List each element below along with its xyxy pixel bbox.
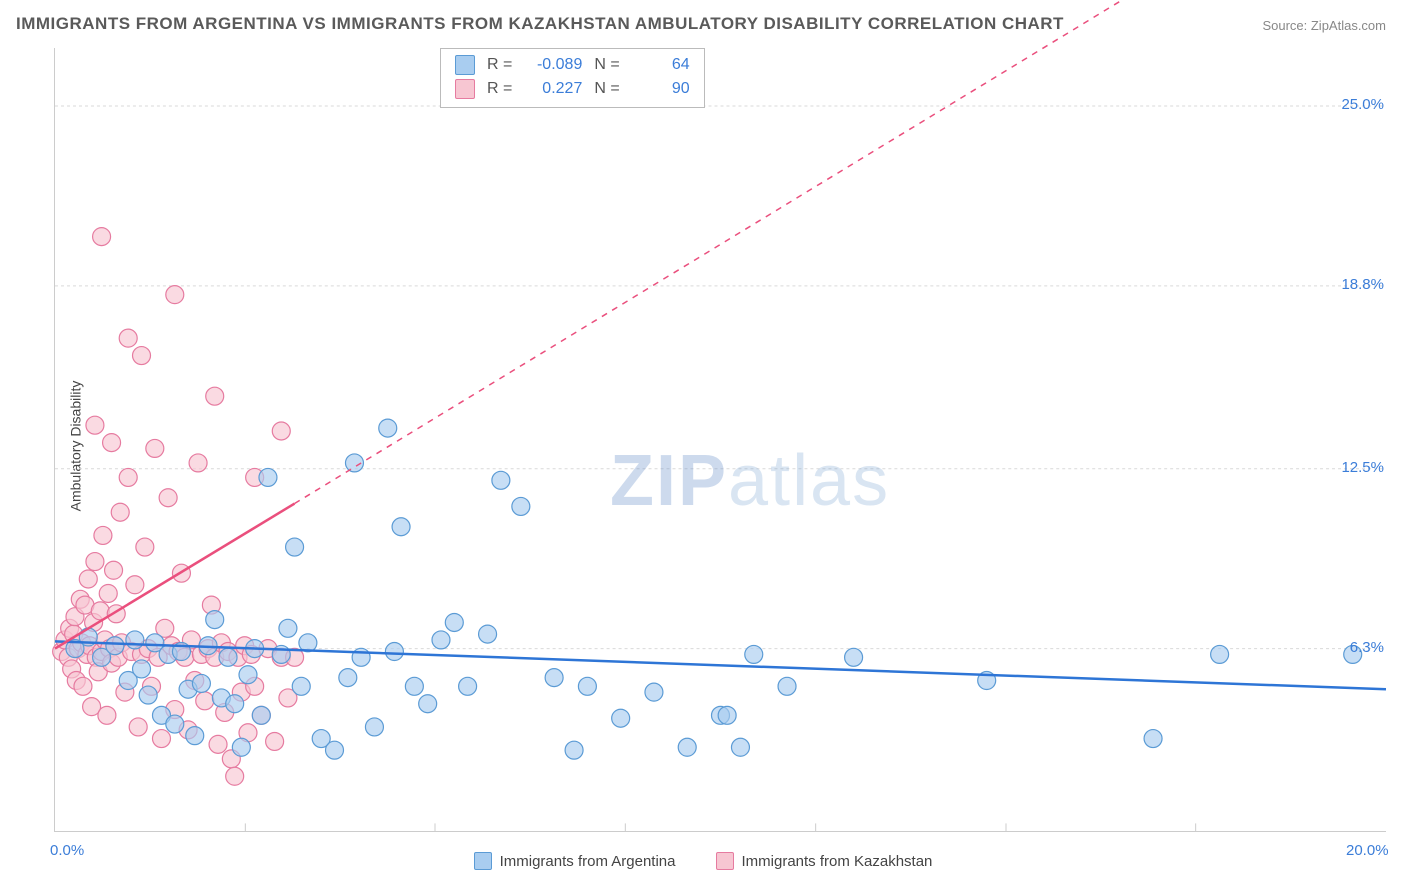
n-value-argentina: 64 [632, 53, 690, 77]
x-tick-label: 20.0% [1346, 842, 1389, 859]
source-attribution: Source: ZipAtlas.com [1262, 18, 1386, 33]
n-label: N = [594, 53, 619, 77]
legend-swatch-kazakhstan [716, 852, 734, 870]
correlation-stats-box: R = -0.089 N = 64 R = 0.227 N = 90 [440, 48, 705, 108]
plot-svg [55, 48, 1386, 831]
source-prefix: Source: [1262, 18, 1310, 33]
y-tick-label: 18.8% [1341, 276, 1384, 293]
x-tick-label: 0.0% [50, 842, 84, 859]
stats-swatch-argentina [455, 55, 475, 75]
bottom-legend: Immigrants from Argentina Immigrants fro… [0, 852, 1406, 870]
stats-swatch-kazakhstan [455, 79, 475, 99]
source-link[interactable]: ZipAtlas.com [1311, 18, 1386, 33]
r-label: R = [487, 77, 512, 101]
n-value-kazakhstan: 90 [632, 77, 690, 101]
y-tick-label: 12.5% [1341, 459, 1384, 476]
scatter-plot [54, 48, 1386, 832]
legend-swatch-argentina [474, 852, 492, 870]
r-value-argentina: -0.089 [524, 53, 582, 77]
stats-row-kazakhstan: R = 0.227 N = 90 [455, 77, 690, 101]
stats-row-argentina: R = -0.089 N = 64 [455, 53, 690, 77]
y-tick-label: 25.0% [1341, 96, 1384, 113]
legend-item-kazakhstan: Immigrants from Kazakhstan [716, 852, 933, 870]
r-value-kazakhstan: 0.227 [524, 77, 582, 101]
chart-title: IMMIGRANTS FROM ARGENTINA VS IMMIGRANTS … [16, 14, 1064, 34]
legend-label-kazakhstan: Immigrants from Kazakhstan [742, 853, 933, 870]
y-tick-label: 6.3% [1350, 639, 1384, 656]
n-label: N = [594, 77, 619, 101]
legend-item-argentina: Immigrants from Argentina [474, 852, 676, 870]
r-label: R = [487, 53, 512, 77]
legend-label-argentina: Immigrants from Argentina [500, 853, 676, 870]
